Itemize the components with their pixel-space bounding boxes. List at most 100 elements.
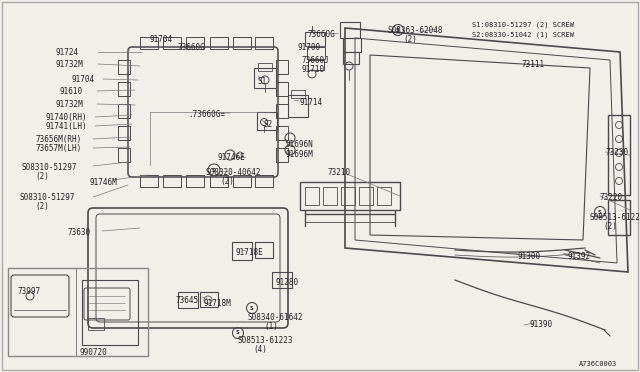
Text: 73210: 73210 <box>328 168 351 177</box>
Text: S: S <box>212 167 216 173</box>
Text: 91714: 91714 <box>299 98 322 107</box>
Text: S2: S2 <box>264 120 273 129</box>
Bar <box>255 175 273 187</box>
Text: S08513-61223: S08513-61223 <box>590 213 640 222</box>
Bar <box>118 126 130 140</box>
Bar <box>118 60 130 74</box>
Text: 91746E: 91746E <box>218 153 246 162</box>
Text: S08340-61642: S08340-61642 <box>248 313 303 322</box>
Text: 73997: 73997 <box>18 287 41 296</box>
Bar <box>118 82 130 96</box>
Bar <box>341 187 355 205</box>
Text: (1): (1) <box>264 322 278 331</box>
Bar <box>377 187 391 205</box>
Text: A736C0003: A736C0003 <box>579 361 617 367</box>
Bar <box>276 82 288 96</box>
Text: S: S <box>396 28 400 32</box>
Bar <box>163 37 181 49</box>
Text: S: S <box>598 209 602 215</box>
Text: 91732M: 91732M <box>55 100 83 109</box>
Bar <box>8 268 148 356</box>
Text: 73645: 73645 <box>175 296 198 305</box>
Bar <box>305 187 319 205</box>
Bar <box>307 47 325 59</box>
Bar <box>276 104 288 118</box>
Text: (2): (2) <box>35 202 49 211</box>
Bar <box>343 38 361 52</box>
Text: 91740(RH): 91740(RH) <box>46 113 88 122</box>
Bar <box>276 126 288 140</box>
Bar <box>291 90 305 98</box>
Text: 91300: 91300 <box>517 252 540 261</box>
Text: S08320-40642: S08320-40642 <box>205 168 260 177</box>
Bar <box>258 63 272 71</box>
Bar <box>232 242 252 260</box>
Text: 73630: 73630 <box>68 228 91 237</box>
Text: .73660G=: .73660G= <box>188 110 225 119</box>
Bar <box>340 22 360 38</box>
Text: 73660G: 73660G <box>178 43 205 52</box>
Text: 91696N: 91696N <box>285 140 313 149</box>
Text: 91741(LH): 91741(LH) <box>46 122 88 131</box>
Text: 73657M(LH): 73657M(LH) <box>35 144 81 153</box>
Bar <box>255 242 273 258</box>
Text: (2): (2) <box>220 177 234 186</box>
Text: S1: S1 <box>258 77 268 86</box>
Text: 73660G: 73660G <box>308 30 336 39</box>
Text: 91746M: 91746M <box>90 178 118 187</box>
Text: 91280: 91280 <box>275 278 298 287</box>
Text: 91696M: 91696M <box>285 150 313 159</box>
Bar <box>276 148 288 162</box>
Bar <box>308 60 324 70</box>
Bar <box>254 68 276 88</box>
Text: 91700: 91700 <box>298 43 321 52</box>
Bar <box>359 187 373 205</box>
Bar <box>288 95 308 117</box>
Text: 73656M(RH): 73656M(RH) <box>35 135 81 144</box>
Bar <box>608 200 630 235</box>
Text: 91718M: 91718M <box>204 299 232 308</box>
Bar <box>118 148 130 162</box>
Text: 91718E: 91718E <box>236 248 264 257</box>
Text: (2): (2) <box>35 172 49 181</box>
Bar <box>88 318 104 330</box>
Text: 91704: 91704 <box>72 75 95 84</box>
Text: 91732M: 91732M <box>55 60 83 69</box>
Text: (2): (2) <box>403 35 417 44</box>
Bar <box>210 175 228 187</box>
Text: 91704: 91704 <box>150 35 173 44</box>
Bar <box>82 280 138 345</box>
Bar <box>140 175 158 187</box>
Bar <box>255 37 273 49</box>
Bar <box>233 37 251 49</box>
Bar <box>233 175 251 187</box>
Text: S08363-62048: S08363-62048 <box>388 26 444 35</box>
Bar <box>272 272 292 288</box>
Text: 73220: 73220 <box>600 193 623 202</box>
Text: 91610: 91610 <box>60 87 83 96</box>
Text: (2): (2) <box>603 222 617 231</box>
Text: S1:08310-51297 (2) SCREW: S1:08310-51297 (2) SCREW <box>472 22 574 29</box>
Text: 73660J: 73660J <box>302 56 330 65</box>
Text: 91390: 91390 <box>530 320 553 329</box>
Bar <box>200 292 218 307</box>
Text: 91724: 91724 <box>55 48 78 57</box>
Text: 73111: 73111 <box>522 60 545 69</box>
Bar <box>186 37 204 49</box>
Bar <box>140 37 158 49</box>
Text: 73230: 73230 <box>605 148 628 157</box>
Text: S2:08330-51042 (1) SCREW: S2:08330-51042 (1) SCREW <box>472 31 574 38</box>
Bar <box>300 182 400 210</box>
Bar <box>118 104 130 118</box>
Bar <box>276 60 288 74</box>
Bar <box>305 32 325 46</box>
Bar <box>343 52 359 64</box>
Text: 91710: 91710 <box>302 65 325 74</box>
Text: (4): (4) <box>253 345 267 354</box>
Bar <box>210 37 228 49</box>
Text: S: S <box>236 330 240 336</box>
Bar <box>608 115 630 195</box>
Text: S08310-51297: S08310-51297 <box>20 193 76 202</box>
Bar <box>257 112 277 130</box>
Bar <box>178 292 198 308</box>
